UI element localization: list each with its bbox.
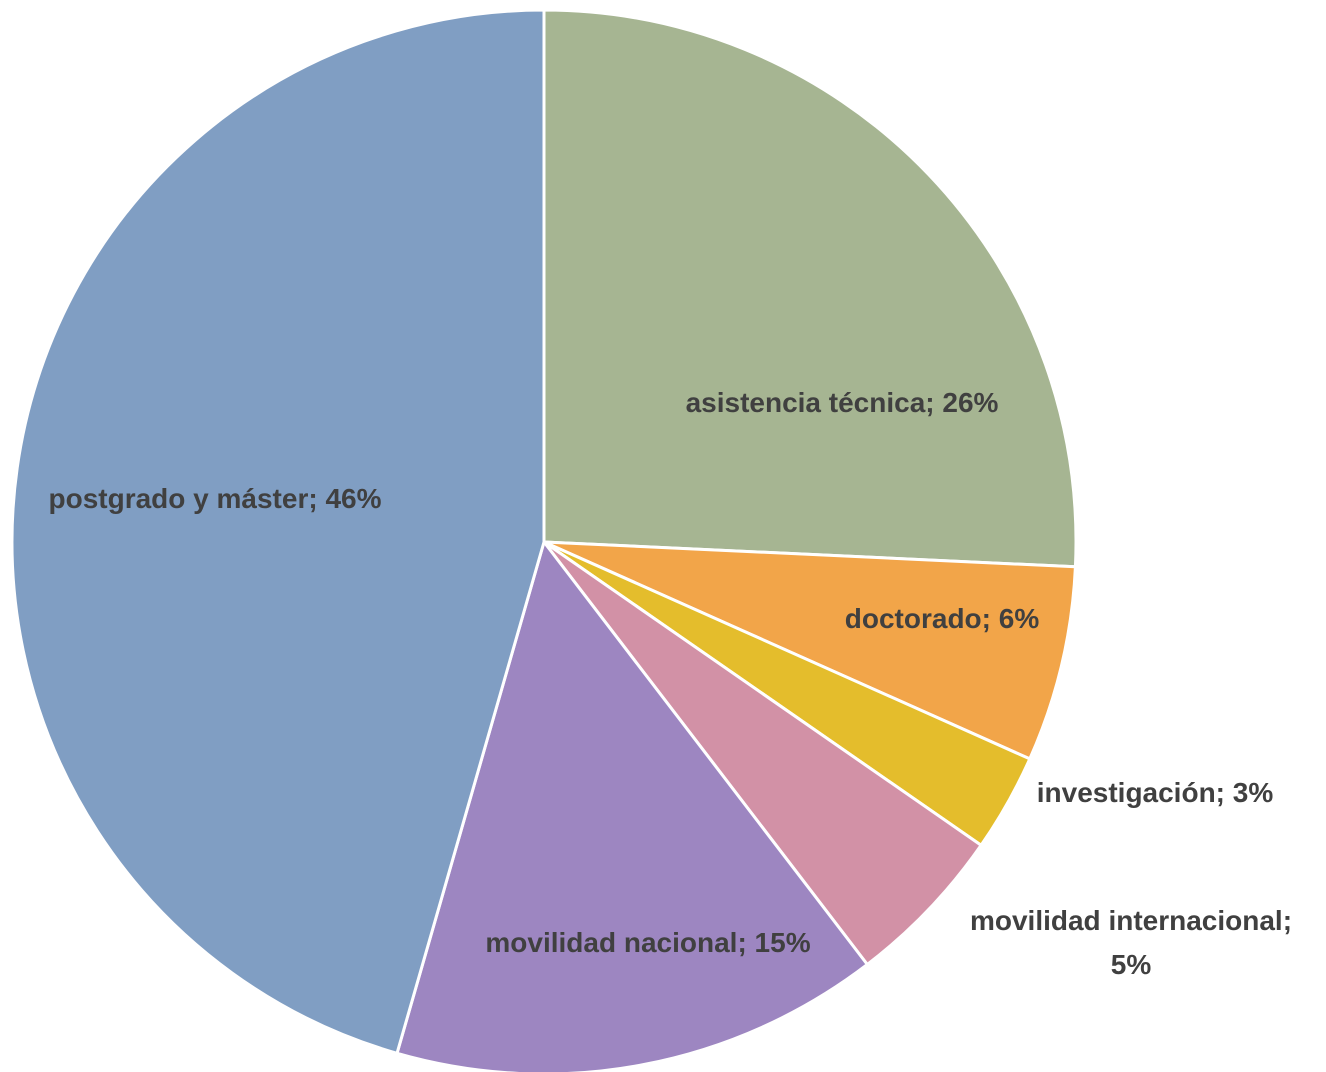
data-label-movilidad-internacional: movilidad internacional; 5% <box>970 905 1292 980</box>
data-label-line: movilidad internacional; <box>970 905 1292 936</box>
pie-slice-asistencia-técnica <box>542 8 1078 569</box>
pie-slices <box>10 8 1078 1072</box>
data-label-investigación: investigación; 3% <box>1037 777 1274 808</box>
pie-slice-doctorado <box>542 540 1077 761</box>
data-label-postgrado-y-máster: postgrado y máster; 46% <box>49 483 382 514</box>
data-label-movilidad-nacional: movilidad nacional; 15% <box>485 927 810 958</box>
data-label-doctorado: doctorado; 6% <box>845 603 1040 634</box>
data-label-line: 5% <box>1111 949 1152 980</box>
pie-slice-movilidad-nacional <box>395 540 869 1072</box>
pie-slice-postgrado-y-máster <box>10 8 546 1055</box>
pie-labels: asistencia técnica; 26% doctorado; 6% inve… <box>49 387 1293 980</box>
pie-slice-movilidad-internacional <box>542 540 983 966</box>
data-label-asistencia-técnica: asistencia técnica; 26% <box>686 387 999 418</box>
